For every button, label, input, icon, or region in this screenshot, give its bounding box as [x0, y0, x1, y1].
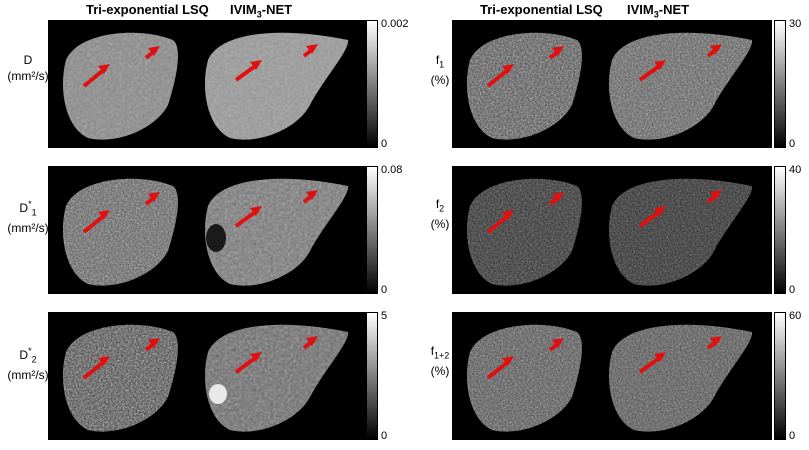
- colorbar-max-f2: 40: [789, 164, 802, 176]
- liver-image-d1star: [48, 166, 366, 294]
- panel-f1: [452, 20, 772, 148]
- colorbar-min-d1star: 0: [381, 284, 388, 296]
- header-left-net: IVIM3-NET: [230, 2, 293, 20]
- panel-f12: [452, 312, 772, 440]
- row-label-d1star: D*1 (mm²/s): [7, 199, 49, 236]
- colorbar-f1: [774, 20, 786, 148]
- panel-d2star: [48, 312, 366, 440]
- row-label-d2star: D*2 (mm²/s): [7, 346, 49, 383]
- liver-image-f2: [452, 166, 772, 294]
- colorbar-d1star: [366, 166, 378, 294]
- header-right-lsq: Tri-exponential LSQ: [480, 2, 603, 17]
- colorbar-f2: [774, 166, 786, 294]
- colorbar-max-f1: 30: [789, 18, 802, 30]
- liver-image-d: [48, 20, 366, 148]
- colorbar-min-f1: 0: [789, 138, 796, 150]
- panel-d1star: [48, 166, 366, 294]
- colorbar-max-d: 0.002: [381, 18, 409, 30]
- liver-image-f12: [452, 312, 772, 440]
- colorbar-max-f12: 60: [789, 310, 802, 322]
- colorbar-max-d2star: 5: [381, 310, 388, 322]
- header-left-lsq: Tri-exponential LSQ: [86, 2, 209, 17]
- panel-d: [48, 20, 366, 148]
- row-label-d: D (mm²/s): [7, 53, 49, 83]
- colorbar-min-f2: 0: [789, 284, 796, 296]
- colorbar-min-d2star: 0: [381, 430, 388, 442]
- row-label-f1: f1 (%): [430, 53, 450, 88]
- colorbar-d2star: [366, 312, 378, 440]
- colorbar-min-d: 0: [381, 138, 388, 150]
- row-label-f2: f2 (%): [430, 197, 450, 232]
- header-right-net: IVIM3-NET: [627, 2, 690, 20]
- row-label-f12: f1+2 (%): [430, 344, 450, 379]
- liver-image-d2star: [48, 312, 366, 440]
- panel-f2: [452, 166, 772, 294]
- colorbar-min-f12: 0: [789, 430, 796, 442]
- colorbar-max-d1star: 0.08: [381, 164, 403, 176]
- liver-image-f1: [452, 20, 772, 148]
- colorbar-f12: [774, 312, 786, 440]
- colorbar-d: [366, 20, 378, 148]
